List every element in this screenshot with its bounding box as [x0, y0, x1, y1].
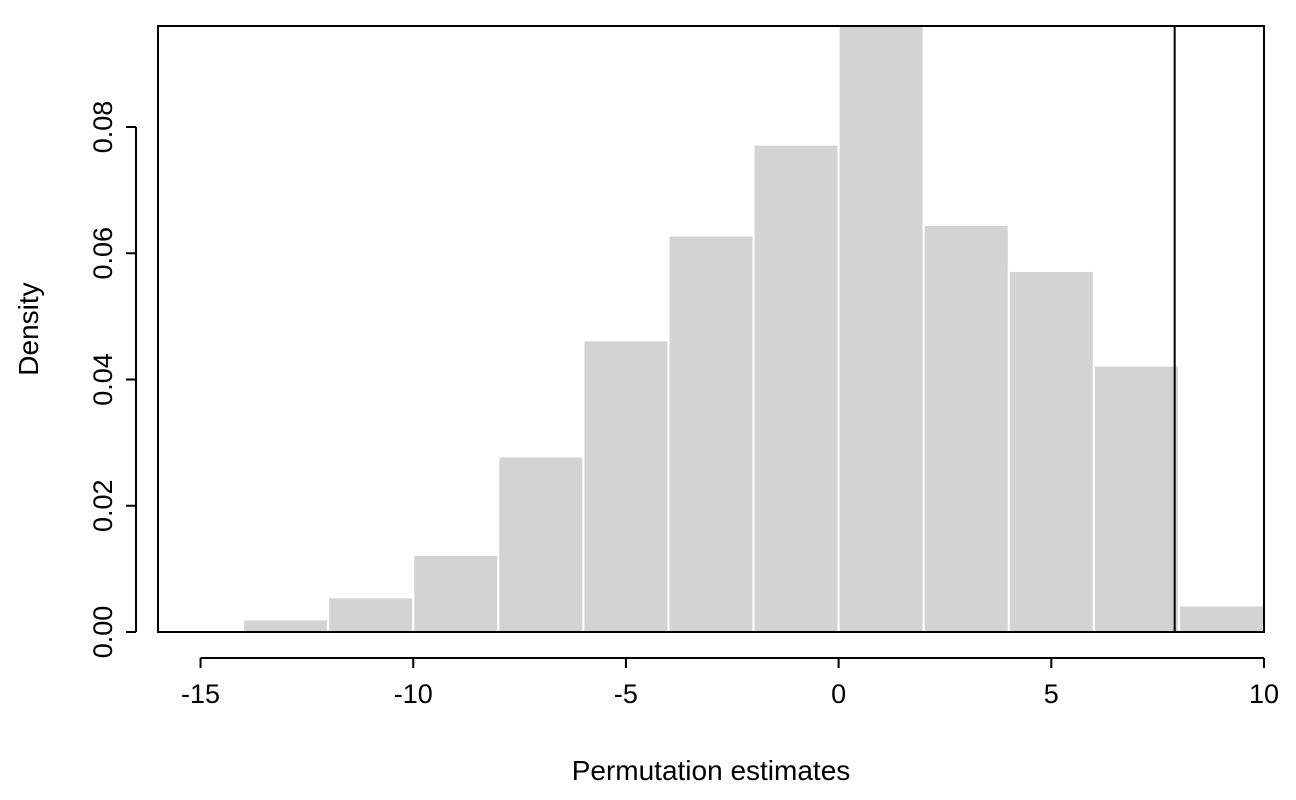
- histogram-bar: [1092, 364, 1180, 633]
- x-tick-label: -5: [614, 679, 638, 709]
- y-tick-label: 0.02: [88, 479, 118, 532]
- y-tick-label: 0.00: [88, 606, 118, 659]
- plot-frame: [157, 25, 1265, 633]
- x-tick-label: 10: [1249, 679, 1279, 709]
- histogram-bar: [412, 553, 500, 633]
- histogram-bars: [242, 25, 1266, 634]
- x-tick-label: -15: [181, 679, 220, 709]
- y-axis: 0.00 0.02 0.04 0.06 0.08: [88, 101, 137, 659]
- x-axis-title: Permutation estimates: [572, 755, 851, 786]
- histogram-bar: [1007, 269, 1095, 633]
- histogram-bar: [242, 618, 330, 633]
- y-axis-title: Density: [13, 282, 44, 375]
- x-tick-label: -10: [394, 679, 433, 709]
- x-tick-label: 0: [831, 679, 846, 709]
- histogram-bar: [837, 25, 925, 633]
- x-axis: -15 -10 -5 0 5 10: [181, 657, 1279, 709]
- y-tick-label: 0.08: [88, 101, 118, 154]
- histogram-bar: [1177, 604, 1266, 633]
- y-tick-label: 0.06: [88, 227, 118, 280]
- x-tick-label: 5: [1044, 679, 1059, 709]
- histogram-bar: [667, 234, 755, 633]
- histogram-bar: [752, 143, 840, 634]
- histogram-bar: [582, 339, 670, 633]
- histogram-bar: [497, 455, 585, 634]
- y-tick-label: 0.04: [88, 353, 118, 406]
- histogram-bar: [922, 223, 1010, 633]
- histogram-bar: [327, 596, 415, 633]
